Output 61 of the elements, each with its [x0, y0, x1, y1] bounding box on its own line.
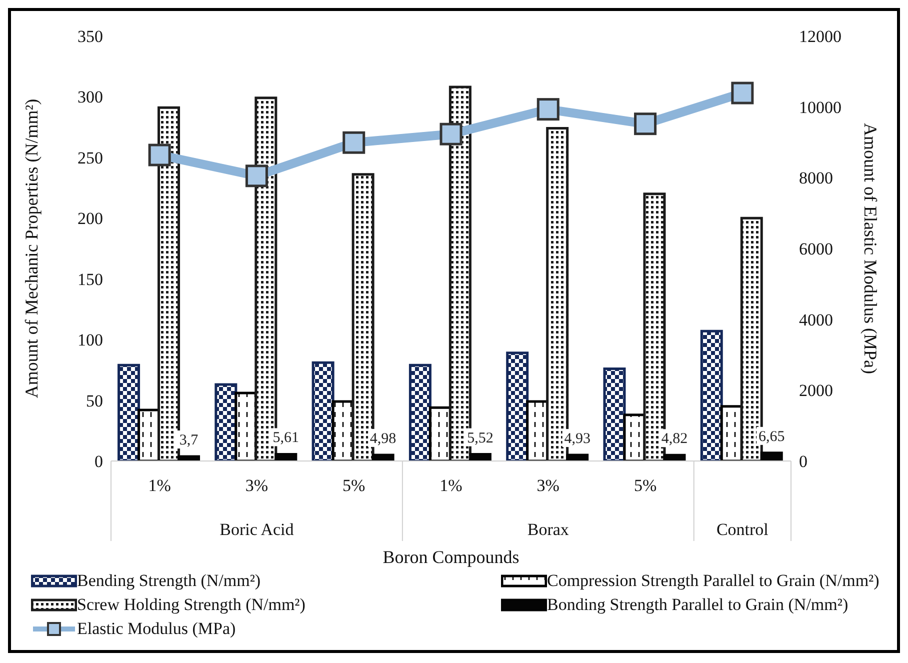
- y-tick-label: 350: [78, 27, 103, 46]
- bar: [178, 455, 200, 461]
- y-axis-title: Amount of Mechanic Properties (N/mm²): [21, 98, 42, 398]
- bar: [408, 364, 432, 461]
- legend-label: Screw Holding Strength (N/mm²): [77, 595, 306, 615]
- y2-tick-label: 12000: [799, 27, 842, 46]
- legend-label: Bonding Strength Parallel to Grain (N/mm²): [547, 595, 848, 615]
- point: [731, 82, 754, 104]
- y2-tick-label: 4000: [799, 310, 833, 330]
- point: [148, 144, 171, 166]
- x-tick-label: 1%: [440, 476, 462, 495]
- text: Control: [716, 520, 769, 539]
- bar: [214, 383, 238, 461]
- y-tick-label: 250: [78, 148, 103, 168]
- bar: [663, 454, 686, 461]
- x-axis-title: Boron Compounds: [382, 547, 520, 567]
- point: [245, 164, 268, 188]
- y2-tick-label: 2000: [799, 381, 833, 400]
- x-tick-label: 5%: [342, 476, 366, 495]
- y-tick-label: 150: [78, 270, 103, 289]
- x-tick-label: 3%: [245, 476, 268, 495]
- bar: [700, 330, 723, 461]
- x-tick-label: 5%: [634, 476, 657, 495]
- text: Boric Acid: [220, 520, 294, 539]
- bar: [506, 352, 529, 461]
- y-tick-label: 300: [78, 88, 103, 107]
- y2-tick-label: 0: [799, 452, 808, 472]
- bar: [603, 367, 626, 461]
- text: Borax: [527, 520, 570, 539]
- bar: [118, 364, 140, 461]
- y2-tick-label: 8000: [799, 168, 833, 188]
- legend-label: Compression Strength Parallel to Grain (N/mm²): [547, 571, 880, 591]
- bar: [158, 106, 180, 461]
- point: [634, 112, 657, 136]
- point: [440, 122, 462, 146]
- bar: [372, 454, 394, 461]
- y-tick-label: 50: [86, 391, 103, 410]
- bar: [566, 454, 589, 461]
- data-label: 5,52: [467, 430, 494, 446]
- data-label: 3,7: [179, 432, 199, 449]
- bar: [760, 452, 783, 461]
- y2-tick-label: 10000: [799, 98, 842, 117]
- data-label: 4,82: [661, 431, 688, 448]
- x-tick-label: 1%: [148, 476, 171, 495]
- bar: [468, 453, 492, 461]
- y-tick-label: 200: [78, 209, 103, 228]
- data-label: 6,65: [758, 428, 785, 445]
- y-tick-label: 0: [94, 452, 103, 472]
- bar: [312, 361, 334, 461]
- point: [536, 98, 560, 121]
- x-tick-label: 3%: [536, 476, 560, 495]
- legend-label: Elastic Modulus (MPa): [77, 619, 236, 639]
- y2-tick-label: 6000: [799, 240, 833, 259]
- bar: [274, 452, 298, 461]
- y-tick-label: 100: [78, 330, 103, 350]
- data-label: 4,98: [370, 430, 396, 447]
- point: [342, 131, 366, 154]
- data-label: 4,93: [564, 431, 590, 448]
- data-label: 5,61: [272, 430, 300, 446]
- legend-label: Bending Strength (N/mm²): [77, 571, 261, 591]
- y2-axis-title: Amount of Elastic Modulus (MPa): [860, 123, 881, 374]
